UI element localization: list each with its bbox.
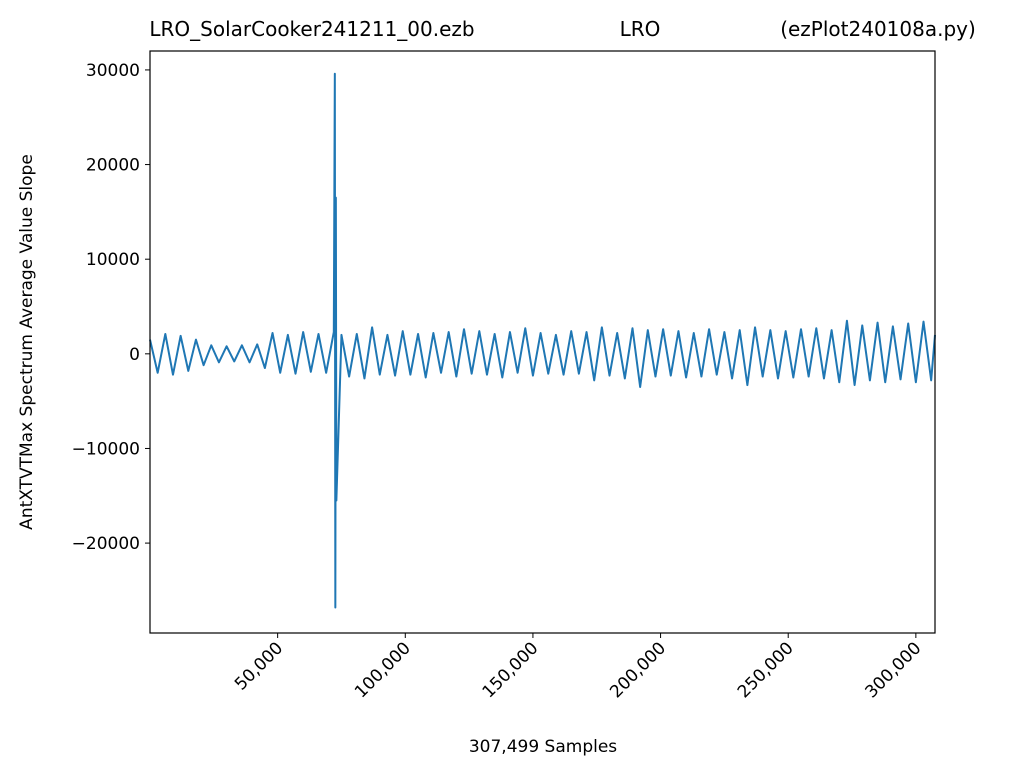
- plot-frame: [149, 50, 936, 634]
- y-tick-label: 10000: [86, 250, 140, 270]
- chart-title: LRO: [620, 17, 661, 41]
- y-axis-label: AntXTVTMax Spectrum Average Value Slope: [17, 154, 37, 530]
- y-tick-label: 20000: [86, 156, 140, 176]
- y-tick-label: −10000: [72, 439, 140, 459]
- x-axis-label: 307,499 Samples: [469, 737, 617, 757]
- y-tick-label: 0: [129, 345, 140, 365]
- chart-title: (ezPlot240108a.py): [780, 17, 976, 41]
- y-tick-label: 30000: [86, 61, 140, 81]
- chart-title: LRO_SolarCooker241211_00.ezb: [149, 17, 474, 41]
- data-line: [149, 72, 936, 609]
- y-tick-label: −20000: [72, 534, 140, 554]
